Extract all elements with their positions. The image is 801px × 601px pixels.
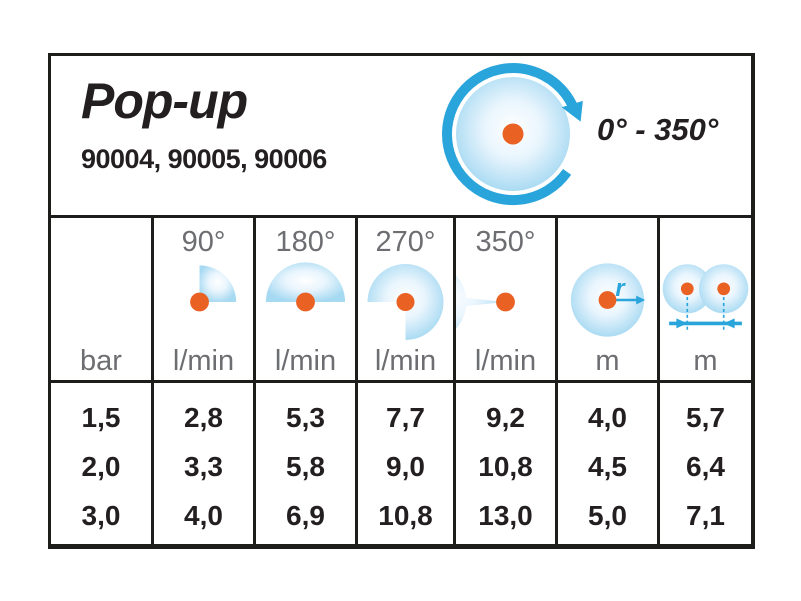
angle-label: 270° xyxy=(375,226,436,258)
value-column: 7,7 9,0 10,8 xyxy=(358,383,453,544)
column-radius: r m 4,0 4,5 5,0 xyxy=(555,218,657,544)
unit-label: bar xyxy=(80,345,122,377)
unit-label: l/min xyxy=(172,345,235,377)
angle-label xyxy=(51,218,151,260)
sprinkler-dot-icon xyxy=(680,282,694,296)
value-cell: 9,2 xyxy=(486,402,525,433)
model-numbers: 90004, 90005, 90006 xyxy=(81,144,327,174)
rotation-range-icon xyxy=(442,63,583,205)
value-cell: 10,8 xyxy=(378,500,433,531)
column-90deg: 90° l/min 2,8 3,3 4,0 xyxy=(151,218,253,544)
unit-label: m xyxy=(693,345,718,377)
spacing-icon xyxy=(662,264,749,333)
column-header: r m xyxy=(558,218,657,383)
value-cell: 6,4 xyxy=(686,451,725,482)
column-180deg: 180° l/min 5,3 5,8 6,9 xyxy=(253,218,355,544)
value-column: 5,3 5,8 6,9 xyxy=(256,383,355,544)
value-cell: 5,0 xyxy=(588,500,627,531)
column-350deg: 350° l/min 9,2 10,8 13,0 xyxy=(453,218,555,544)
column-pressure: bar 1,5 2,0 3,0 xyxy=(51,218,151,544)
icon-box xyxy=(51,260,151,344)
column-header: 180° l/min xyxy=(256,218,355,383)
unit-label: l/min xyxy=(474,345,537,377)
value-cell: 4,0 xyxy=(588,402,627,433)
value-cell: 7,1 xyxy=(686,500,725,531)
sector-90-spray-icon xyxy=(190,265,237,312)
value-cell: 2,0 xyxy=(81,451,121,482)
value-cell: 4,5 xyxy=(588,451,627,482)
icon-box xyxy=(456,260,555,344)
icon-box xyxy=(660,218,751,344)
column-header: m xyxy=(660,218,751,383)
value-cell: 5,7 xyxy=(686,402,725,433)
angle-label: 180° xyxy=(275,226,336,258)
radius-label: r xyxy=(615,275,626,302)
icon-box: r xyxy=(558,260,657,344)
value-cell: 5,8 xyxy=(286,451,325,482)
column-header: 270° l/min xyxy=(358,218,453,383)
unit-label: l/min xyxy=(374,345,437,377)
sector-270-spray-icon xyxy=(367,264,444,340)
value-column: 2,8 3,3 4,0 xyxy=(154,383,253,544)
title-area: Pop-up 90004, 90005, 90006 0° - 350° xyxy=(51,56,751,215)
column-header: 90° l/min xyxy=(154,218,253,383)
sprinkler-dot-icon xyxy=(502,123,524,145)
value-cell: 1,5 xyxy=(81,402,121,433)
rotation-range-label: 0° - 350° xyxy=(597,112,719,147)
value-cell: 6,9 xyxy=(286,500,325,531)
sprinkler-dot-icon xyxy=(396,292,415,312)
column-spacing: m 5,7 6,4 7,1 xyxy=(657,218,751,544)
value-cell: 4,0 xyxy=(184,500,223,531)
value-cell: 2,8 xyxy=(184,402,223,433)
spec-table: bar 1,5 2,0 3,0 90° xyxy=(51,215,751,544)
angle-label xyxy=(558,218,657,260)
column-header: bar xyxy=(51,218,151,383)
icon-box xyxy=(358,260,453,344)
value-cell: 13,0 xyxy=(478,500,533,531)
icon-box xyxy=(154,260,253,344)
value-cell: 7,7 xyxy=(386,402,425,433)
sector-180-spray-icon xyxy=(265,262,346,312)
value-cell: 3,0 xyxy=(81,500,121,531)
value-column: 9,2 10,8 13,0 xyxy=(456,383,555,544)
product-title: Pop-up xyxy=(81,73,248,129)
column-270deg: 270° l/min 7,7 9,0 10,8 xyxy=(355,218,453,544)
unit-label: l/min xyxy=(274,345,337,377)
angle-label: 350° xyxy=(475,226,536,258)
value-cell: 5,3 xyxy=(286,402,325,433)
column-header: 350° l/min xyxy=(456,218,555,383)
sector-350-spray-icon xyxy=(456,275,515,329)
value-column: 1,5 2,0 3,0 xyxy=(51,383,151,544)
value-column: 5,7 6,4 7,1 xyxy=(660,383,751,544)
sprinkler-dot-icon xyxy=(190,292,209,312)
value-column: 4,0 4,5 5,0 xyxy=(558,383,657,544)
radius-icon: r xyxy=(570,263,646,337)
sprinkler-dot-icon xyxy=(717,282,731,296)
sprinkler-dot-icon xyxy=(598,291,617,309)
icon-box xyxy=(256,260,355,344)
unit-label: m xyxy=(595,345,620,377)
value-cell: 9,0 xyxy=(386,451,425,482)
value-cell: 10,8 xyxy=(478,451,533,482)
spec-card: Pop-up 90004, 90005, 90006 0° - 350° bar xyxy=(48,53,755,549)
value-cell: 3,3 xyxy=(184,451,223,482)
sprinkler-dot-icon xyxy=(296,292,315,312)
angle-label: 90° xyxy=(181,226,226,258)
sprinkler-dot-icon xyxy=(496,292,515,312)
